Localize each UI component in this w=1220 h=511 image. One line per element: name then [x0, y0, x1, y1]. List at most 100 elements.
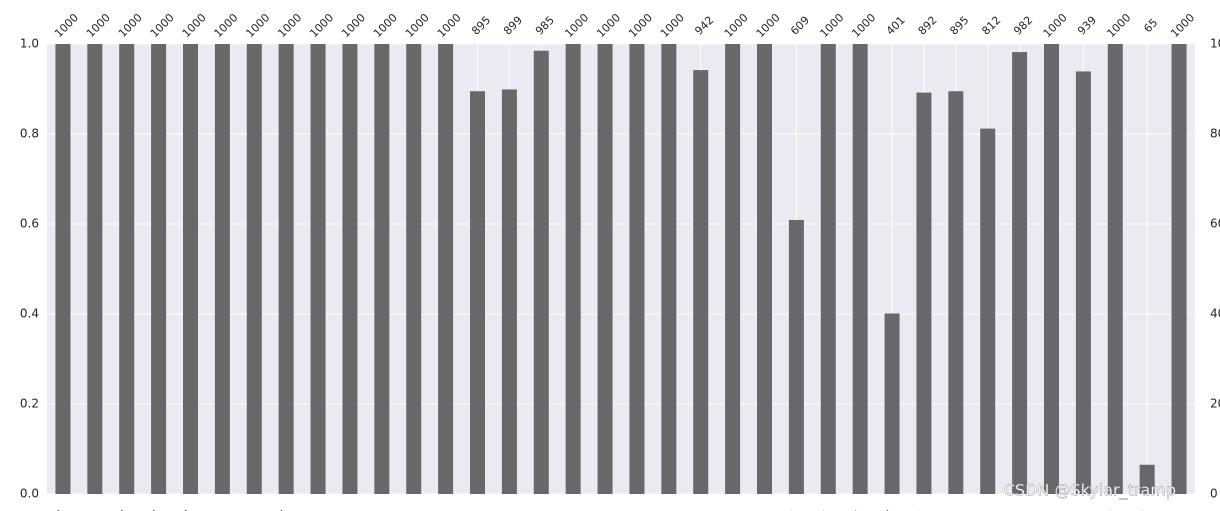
- y-tick-label: 0.8: [20, 127, 39, 141]
- x-tick-label: te: [432, 508, 450, 511]
- x-tick-label: i5: [1134, 508, 1152, 511]
- value-label: 1000: [403, 11, 432, 40]
- value-label: 1000: [626, 11, 655, 40]
- bar: [852, 44, 868, 494]
- bar: [1139, 464, 1155, 494]
- value-label: 1000: [116, 11, 145, 40]
- x-tick-label: i0: [975, 508, 993, 511]
- value-label: 401: [884, 14, 908, 38]
- y2-tick-label: 600: [1210, 217, 1220, 231]
- bar: [788, 219, 804, 494]
- bar: [470, 91, 485, 494]
- bar: [661, 44, 677, 494]
- x-tick-label: nt: [336, 507, 355, 511]
- value-label: 65: [1141, 16, 1160, 35]
- value-label: 1000: [594, 11, 623, 40]
- value-label: 812: [979, 14, 1003, 38]
- y-tick-label: 0.2: [20, 397, 39, 411]
- x-tick-label: i2: [1038, 508, 1056, 511]
- y2-tick-label: 400: [1210, 307, 1220, 321]
- bar: [214, 44, 230, 494]
- value-label: 939: [1075, 14, 1099, 38]
- x-tick-label: ta: [304, 508, 322, 511]
- x-tick-label: ol: [146, 508, 163, 511]
- bar: [501, 89, 517, 494]
- bar: [119, 44, 135, 494]
- value-label: 1000: [84, 11, 113, 40]
- bar: [980, 128, 996, 494]
- x-tick-label: id: [273, 508, 291, 511]
- x-tick-label: i4: [1102, 508, 1120, 511]
- value-label: 1000: [722, 11, 751, 40]
- value-label: 892: [916, 14, 940, 38]
- bar: [278, 44, 294, 494]
- value-label: 1000: [52, 11, 81, 40]
- x-tick-label: er: [527, 508, 546, 511]
- x-tick-label: id: [50, 508, 68, 511]
- bar: [438, 44, 454, 494]
- value-label: 1000: [849, 11, 878, 40]
- value-label: 985: [533, 14, 557, 38]
- bar: [693, 70, 709, 494]
- y2-tick-label: 200: [1210, 397, 1220, 411]
- value-label: 1000: [371, 11, 400, 40]
- value-label: 982: [1011, 14, 1035, 38]
- y2-tick-label: 1000: [1210, 37, 1220, 51]
- bar: [820, 44, 836, 494]
- bar: [374, 44, 390, 494]
- y2-tick-label: 0: [1210, 487, 1218, 501]
- bar: [55, 44, 71, 494]
- bar: [1075, 71, 1091, 494]
- bar: [916, 92, 932, 494]
- value-label: 1000: [562, 11, 591, 40]
- bar: [87, 44, 103, 494]
- value-label: 1000: [1168, 11, 1197, 40]
- value-label: 1000: [243, 11, 272, 40]
- watermark: CSDN @Skylar_tramp: [1004, 481, 1176, 501]
- bar: [1044, 44, 1059, 494]
- plot-background: [47, 44, 1195, 494]
- bar: [565, 44, 581, 494]
- bar: [948, 91, 964, 494]
- x-tick-label: nt: [559, 507, 578, 511]
- value-label: 1000: [1104, 11, 1133, 40]
- y-tick-label: 0.0: [20, 487, 39, 501]
- value-label: 1000: [817, 11, 846, 40]
- x-tick-label: i1: [1007, 508, 1025, 511]
- value-label: 609: [788, 14, 812, 38]
- value-label: 1000: [1041, 11, 1070, 40]
- value-label: 895: [469, 14, 493, 38]
- bar: [246, 44, 262, 494]
- bar: [310, 44, 326, 494]
- bar: [757, 44, 772, 494]
- value-label: 942: [692, 14, 716, 38]
- bar: [1107, 44, 1123, 494]
- x-tick-label: ol: [178, 508, 195, 511]
- bar: [597, 44, 613, 494]
- value-label: 1000: [658, 11, 687, 40]
- bar: [342, 44, 358, 494]
- value-label: 1000: [180, 11, 209, 40]
- bar: [629, 44, 645, 494]
- value-label: 1000: [754, 11, 783, 40]
- bar: [533, 50, 549, 494]
- y-tick-label: 0.6: [20, 217, 39, 231]
- value-label: 1000: [275, 11, 304, 40]
- value-label: 1000: [339, 11, 368, 40]
- x-tick-label: ry: [464, 508, 482, 511]
- value-label: 899: [501, 14, 525, 38]
- value-label: 895: [947, 14, 971, 38]
- y2-tick-label: 800: [1210, 127, 1220, 141]
- x-tick-label: te: [400, 508, 418, 511]
- value-label: 1000: [307, 11, 336, 40]
- x-tick-label: i3: [1070, 508, 1088, 511]
- value-label: 1000: [435, 11, 464, 40]
- x-tick-label: rs: [369, 508, 387, 511]
- bar: [406, 44, 422, 494]
- bar: [1012, 52, 1028, 494]
- y-tick-label: 1.0: [20, 37, 39, 51]
- bar: [151, 44, 167, 494]
- bar: [1171, 44, 1187, 494]
- bar: [725, 44, 741, 494]
